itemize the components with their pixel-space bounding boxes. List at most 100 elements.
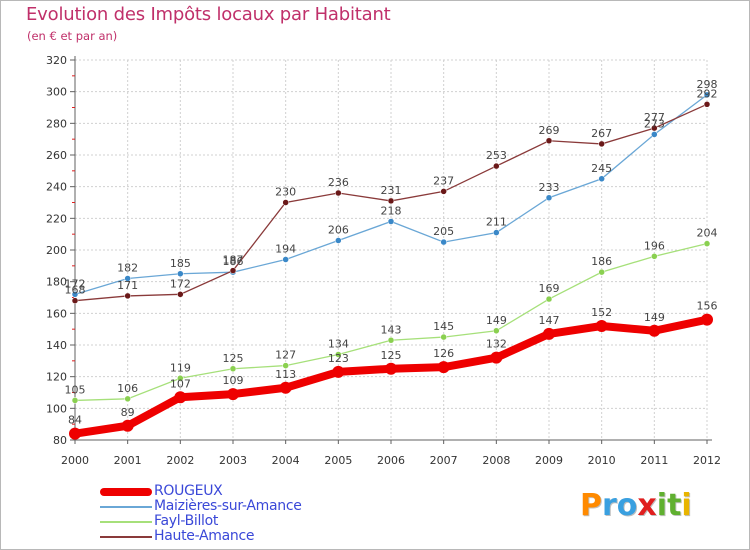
logo-letter: i [656,488,668,523]
data-label-haute-amance: 277 [644,111,665,124]
data-label-haute-amance: 253 [486,149,507,162]
data-point-maizieres-sur-amance [335,237,342,244]
legend-swatch [100,536,152,538]
legend-item-haute-amance: Haute-Amance [100,528,360,544]
x-tick-label: 2009 [535,454,563,467]
data-label-maizieres-sur-amance: 182 [117,262,138,275]
data-point-rougeux [648,324,661,337]
data-label-haute-amance: 269 [539,124,560,137]
data-point-maizieres-sur-amance [545,194,553,201]
y-tick-label: 80 [53,434,67,447]
data-point-fayl-billot [282,362,289,369]
data-label-rougeux: 123 [328,352,349,365]
logo-letter: r [602,488,617,523]
data-point-haute-amance [703,101,711,108]
data-label-rougeux: 132 [486,338,507,351]
data-label-maizieres-sur-amance: 185 [170,257,191,270]
data-label-fayl-billot: 119 [170,361,191,374]
data-point-fayl-billot [440,333,447,341]
x-tick-label: 2000 [61,454,89,467]
data-label-rougeux: 156 [697,300,718,313]
logo-letter: P [580,488,602,523]
data-label-fayl-billot: 204 [697,227,718,240]
logo-letter: x [637,488,657,523]
x-tick-label: 2010 [588,454,616,467]
data-label-rougeux: 126 [433,347,454,360]
logo-letter: o [616,488,638,523]
data-point-haute-amance [71,297,79,304]
data-point-fayl-billot [177,375,184,382]
x-tick-label: 2005 [324,454,352,467]
data-point-haute-amance [598,140,605,148]
data-point-fayl-billot [124,395,131,403]
data-label-rougeux: 149 [644,311,665,324]
data-point-fayl-billot [651,253,658,260]
legend-item-maizieres-sur-amance: Maizières-sur-Amance [100,498,360,514]
data-point-rougeux [701,313,713,326]
legend-item-rougeux: ROUGEUX [100,483,360,499]
data-point-rougeux [595,320,608,332]
y-tick-label: 280 [46,117,67,130]
legend-label: Fayl-Billot [154,513,219,529]
chart-title: Evolution des Impôts locaux par Habitant [26,4,391,25]
y-tick-label: 120 [46,371,67,384]
legend-swatch [100,521,152,523]
data-point-rougeux [279,381,292,394]
data-label-rougeux: 84 [68,414,82,427]
legend-label: Haute-Amance [154,528,255,544]
data-label-maizieres-sur-amance: 233 [539,181,560,194]
data-point-fayl-billot [229,365,237,372]
data-label-rougeux: 125 [381,349,402,362]
data-point-fayl-billot [387,337,395,344]
y-tick-label: 180 [46,276,67,289]
data-point-rougeux [121,419,134,432]
y-tick-label: 160 [46,307,67,320]
data-point-rougeux [385,362,397,375]
data-label-rougeux: 152 [591,306,612,319]
data-label-rougeux: 113 [275,368,296,381]
y-tick-label: 140 [46,339,67,352]
data-point-maizieres-sur-amance [598,175,605,182]
data-point-rougeux [174,391,187,404]
data-label-fayl-billot: 196 [644,239,665,252]
y-tick-label: 100 [46,402,67,415]
data-point-haute-amance [282,199,289,206]
data-label-rougeux: 89 [121,406,135,419]
data-point-maizieres-sur-amance [703,91,711,99]
data-point-fayl-billot [703,240,711,247]
data-point-fayl-billot [71,397,79,404]
data-point-haute-amance [177,291,184,298]
data-label-haute-amance: 231 [381,184,402,197]
line-chart: 80 100 120 140 160 180 200 220 240 260 280 300 320 20… [46,54,721,467]
data-label-fayl-billot: 143 [381,323,402,336]
y-tick-label: 200 [46,244,67,257]
data-point-haute-amance [545,137,553,144]
data-point-haute-amance [387,197,395,205]
data-label-maizieres-sur-amance: 218 [381,205,402,218]
data-point-haute-amance [651,124,658,132]
data-point-rougeux [332,365,345,378]
data-point-maizieres-sur-amance [651,131,658,138]
data-point-rougeux [543,327,555,340]
data-label-fayl-billot: 134 [328,338,349,351]
logo-letter: i [681,488,692,523]
y-tick-label: 300 [46,86,67,99]
data-point-haute-amance [229,267,237,274]
logo-letter: t [667,488,682,523]
data-label-maizieres-sur-amance: 205 [433,225,454,238]
data-point-fayl-billot [598,268,605,276]
data-point-haute-amance [335,189,342,197]
y-tick-label: 260 [46,149,67,162]
x-tick-label: 2011 [640,454,668,467]
data-label-fayl-billot: 106 [117,382,138,395]
data-point-maizieres-sur-amance [440,238,447,246]
x-tick-label: 2012 [693,454,721,467]
data-label-rougeux: 147 [539,314,560,327]
data-point-fayl-billot [335,351,342,358]
legend-swatch [100,488,152,496]
legend-swatch [100,506,152,508]
data-label-haute-amance: 187 [223,254,244,267]
data-point-maizieres-sur-amance [493,229,500,236]
data-label-maizieres-sur-amance: 172 [65,277,86,290]
data-label-haute-amance: 171 [117,279,138,292]
